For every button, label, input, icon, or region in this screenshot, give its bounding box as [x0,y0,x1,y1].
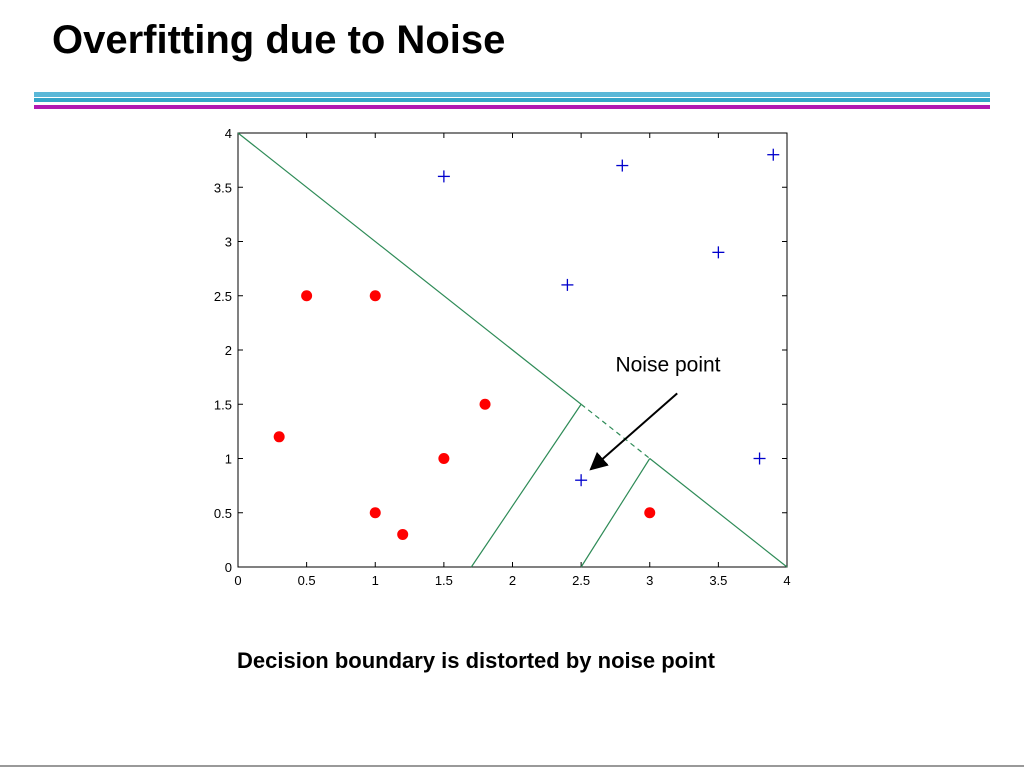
red-dot-point [301,290,313,302]
blue-plus-point [767,148,780,161]
y-tick-label: 0 [225,560,232,575]
blue-plus-point [616,159,629,172]
x-tick-label: 1.5 [435,573,453,588]
decision-boundary-dashed [580,403,651,459]
y-tick-label: 2.5 [214,289,232,304]
red-dot-point [369,507,381,519]
title-rule-top [34,92,990,97]
title-rule-bottom [34,105,990,109]
noise-point-label: Noise point [615,354,720,377]
annotation-arrow [589,392,678,471]
x-tick-label: 0.5 [298,573,316,588]
y-tick-label: 1 [225,452,232,467]
blue-plus-point [561,278,574,291]
red-dot-point [479,398,491,410]
red-dot-point [397,528,409,540]
red-dot-point [438,453,450,464]
y-tick-label: 3 [225,235,232,250]
decision-boundary-segment [580,458,651,568]
x-tick-label: 3 [646,573,653,588]
decision-boundary-segment [470,403,582,568]
x-tick-label: 2 [509,573,516,588]
y-tick-label: 2 [225,343,232,358]
x-tick-label: 3.5 [709,573,727,588]
red-dot-point [273,431,285,443]
y-tick-label: 4 [225,126,232,141]
footer-rule [0,765,1024,767]
blue-plus-point [575,474,588,487]
blue-plus-point [712,246,725,259]
title-rule-middle [34,98,990,102]
blue-plus-point [437,170,450,183]
y-tick-label: 0.5 [214,506,232,521]
slide-caption: Decision boundary is distorted by noise … [237,648,715,673]
x-tick-label: 2.5 [572,573,590,588]
slide-title: Overfitting due to Noise [52,18,506,62]
decision-boundary-segment [649,458,788,568]
y-tick-label: 1.5 [214,397,232,412]
x-tick-label: 0 [234,573,241,588]
decision-boundary-segment [237,132,582,405]
red-dot-point [369,290,381,302]
x-tick-label: 4 [783,573,790,588]
y-tick-label: 3.5 [214,180,232,195]
red-dot-point [644,507,656,519]
x-tick-label: 1 [372,573,379,588]
blue-plus-point [753,452,766,465]
